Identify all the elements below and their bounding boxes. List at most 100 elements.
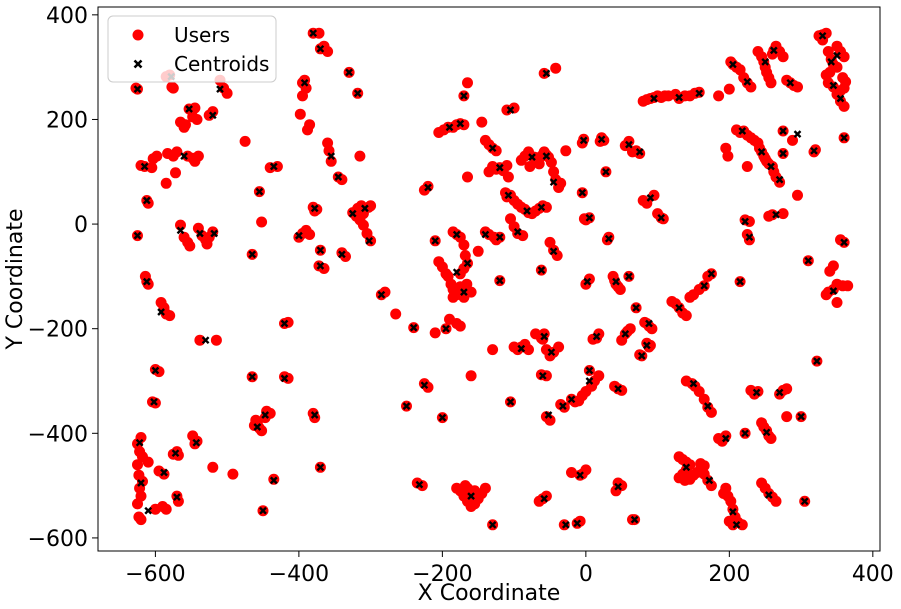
centroid-point — [542, 152, 551, 160]
centroid-point — [573, 519, 582, 528]
centroid-point — [488, 144, 497, 153]
user-point — [693, 386, 705, 397]
centroid-point — [504, 191, 513, 200]
x-tick-label: 400 — [852, 562, 894, 587]
user-point — [560, 145, 572, 157]
user-point — [472, 245, 484, 257]
centroid-point — [700, 281, 709, 290]
centroid-point — [827, 58, 836, 66]
user-point — [501, 160, 513, 171]
centroid-point — [137, 479, 145, 487]
centroid-point — [452, 268, 461, 277]
user-point — [720, 430, 732, 442]
user-point — [777, 208, 789, 220]
centroid-point — [840, 133, 848, 142]
centroid-point — [625, 140, 633, 149]
centroid-point — [431, 236, 440, 245]
user-point — [167, 82, 179, 94]
x-tick-label: 0 — [579, 562, 593, 587]
centroid-point — [327, 152, 336, 160]
user-point — [390, 308, 402, 320]
centroid-point — [707, 269, 716, 278]
centroid-point — [675, 93, 683, 102]
user-point — [553, 341, 565, 353]
user-point — [623, 135, 635, 147]
user-point — [221, 87, 233, 99]
user-point — [171, 146, 183, 158]
centroid-point — [538, 371, 547, 380]
centroid-point — [377, 290, 386, 299]
user-point — [194, 334, 206, 346]
centroid-point — [248, 372, 257, 381]
centroid-point — [160, 468, 168, 477]
centroid-point — [646, 194, 655, 202]
centroid-point — [721, 434, 730, 443]
user-point — [309, 412, 321, 424]
user-point — [207, 106, 219, 118]
centroid-point — [561, 520, 570, 529]
user-point — [146, 162, 158, 174]
centroid-point — [767, 162, 775, 171]
user-point — [641, 197, 653, 209]
centroid-point — [280, 374, 289, 383]
centroid-point — [309, 29, 318, 38]
centroid-point — [576, 471, 584, 480]
centroid-point — [517, 344, 526, 353]
user-point — [705, 480, 717, 492]
user-point — [680, 310, 692, 322]
user-point — [465, 501, 477, 512]
y-tick-label: −400 — [28, 422, 88, 447]
centroid-point — [614, 384, 622, 393]
user-point — [792, 189, 803, 201]
centroid-point — [813, 357, 821, 365]
user-point — [502, 171, 514, 183]
centroid-point — [764, 491, 773, 499]
centroid-point — [614, 482, 622, 491]
y-tick-label: 200 — [46, 108, 88, 133]
user-point — [184, 240, 196, 252]
user-point — [462, 171, 473, 183]
centroid-point — [150, 398, 158, 406]
user-point — [304, 229, 316, 240]
centroid-point — [445, 123, 454, 132]
centroid-point — [540, 494, 549, 503]
centroid-point — [630, 515, 639, 524]
centroid-point — [585, 213, 594, 222]
user-point — [271, 161, 283, 172]
centroid-point — [415, 480, 424, 489]
centroid-point — [210, 229, 219, 238]
user-point — [454, 320, 466, 332]
centroid-point — [818, 31, 827, 40]
centroid-point — [833, 51, 841, 60]
user-point — [774, 176, 786, 188]
centroid-point — [133, 85, 142, 93]
user-point — [164, 310, 176, 322]
centroid-point — [316, 463, 325, 472]
centroid-point — [151, 366, 160, 375]
user-point — [736, 519, 748, 531]
centroid-point — [757, 148, 766, 156]
centroid-point — [467, 492, 475, 500]
x-axis: −600 −400 −200 0 200 400 — [125, 551, 894, 587]
centroid-point — [729, 507, 737, 516]
centroid-point — [741, 429, 749, 438]
centroid-point — [280, 319, 289, 328]
user-point — [831, 297, 843, 308]
user-point — [723, 83, 735, 95]
centroid-point — [779, 149, 787, 158]
user-point — [357, 219, 369, 231]
user-point — [723, 515, 735, 527]
centroid-point — [142, 277, 151, 286]
centroid-point — [261, 411, 270, 419]
centroid-point — [775, 175, 784, 184]
user-point — [170, 167, 181, 179]
centroid-point — [682, 463, 691, 472]
centroid-point — [488, 520, 497, 529]
y-axis: −600 −400 −200 0 200 400 — [28, 4, 98, 552]
centroid-point — [442, 324, 450, 333]
centroid-point — [144, 506, 153, 515]
centroid-point — [513, 228, 522, 236]
x-tick-label: 200 — [708, 562, 750, 587]
legend-centroids-marker — [133, 59, 143, 69]
centroid-point — [361, 204, 369, 213]
